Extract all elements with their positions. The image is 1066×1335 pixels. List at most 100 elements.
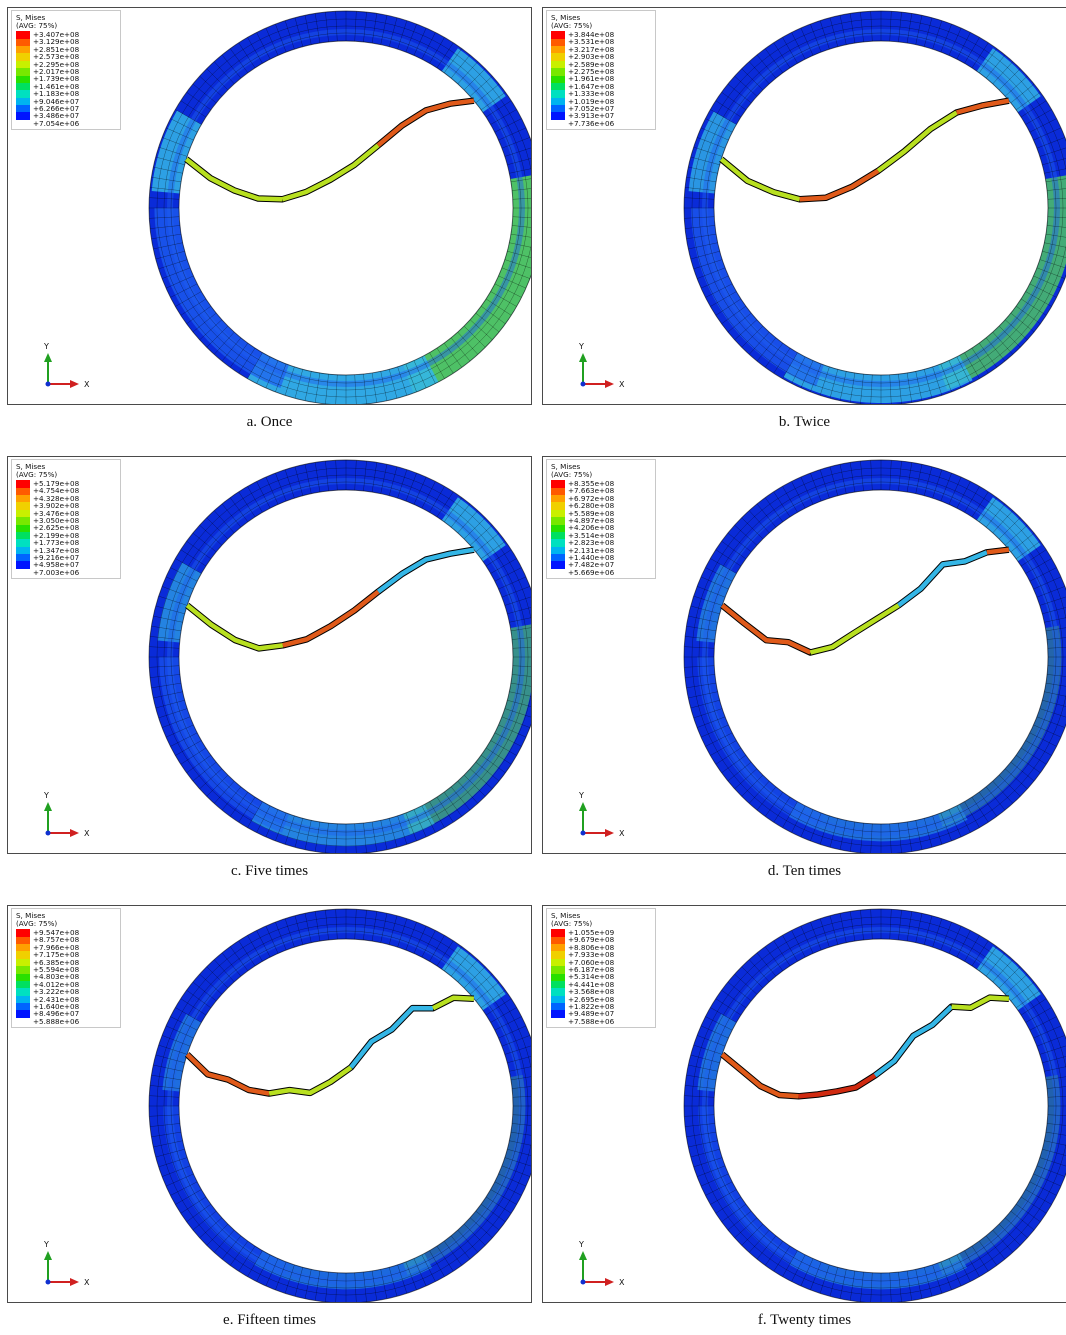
legend-value: +6.972e+08 (568, 493, 615, 503)
origin-dot (580, 830, 586, 836)
legend-row: +7.175e+08 (16, 951, 120, 959)
crack-lining-segment (184, 157, 283, 202)
legend-row: +8.355e+08 (551, 480, 655, 488)
legend-value: +7.736e+06 (568, 118, 615, 128)
legend-row: +7.966e+08 (16, 942, 120, 952)
legend-value: +7.966e+08 (33, 942, 80, 952)
legend-value: +4.958e+07 (33, 560, 80, 570)
crack-lining-segment (431, 995, 474, 1011)
legend-row: +7.482e+07 (551, 561, 655, 569)
mesh-ring (705, 481, 1057, 833)
legend-row: +1.773e+08 (16, 539, 120, 547)
legend-swatch (16, 68, 30, 76)
crack-lining-outline (185, 546, 475, 652)
axis-triad: YX (578, 1240, 625, 1287)
legend-swatch (16, 105, 30, 113)
legend-value: +2.295e+08 (33, 59, 80, 69)
crack-lining-outline (184, 97, 475, 203)
legend-value: +8.757e+08 (33, 935, 80, 945)
legend-value: +2.823e+08 (568, 538, 615, 548)
legend-row: +5.589e+08 (551, 510, 655, 518)
stress-band (697, 657, 824, 830)
legend-row: +1.739e+08 (16, 75, 120, 83)
legend-title: S, Mises (551, 911, 581, 920)
legend-swatch (16, 539, 30, 547)
stress-band (151, 110, 202, 194)
legend-subtitle: (AVG: 75%) (16, 20, 58, 30)
legend-swatch (551, 502, 565, 510)
x-axis-label: X (84, 380, 90, 389)
stress-band (159, 657, 289, 833)
legend-value: +1.440e+08 (568, 553, 615, 562)
legend-swatch (551, 38, 565, 46)
legend-row: +2.695e+08 (551, 995, 655, 1004)
legend-value: +8.496e+07 (33, 1009, 80, 1019)
legend-title: S, Mises (551, 462, 581, 471)
legend-swatch (551, 572, 565, 574)
mesh-ring (156, 18, 531, 398)
legend-value: +4.803e+08 (33, 972, 80, 982)
mesh-ring (156, 916, 531, 1296)
legend-row: +8.806e+08 (551, 942, 655, 952)
mesh-ring (178, 938, 514, 1274)
x-axis-label: X (84, 829, 90, 838)
legend-row: +3.568e+08 (551, 988, 655, 996)
mesh-ring (691, 916, 1066, 1296)
legend-value: +2.625e+08 (33, 523, 80, 533)
crack-lining-segment (986, 547, 1010, 555)
crack-lining-outline (719, 97, 1010, 203)
x-axis-label: X (619, 380, 625, 389)
legend-value: +9.679e+08 (568, 935, 615, 945)
legend-swatch (16, 45, 30, 54)
legend-row: +1.055e+09 (551, 929, 655, 937)
contour-plot-panel: S, Mises (AVG: 75%) +3.407e+08 +3.129e+08 +2… (7, 7, 532, 405)
legend-swatch (16, 951, 30, 959)
stress-band (938, 1074, 1061, 1275)
legend-value: +3.050e+08 (33, 516, 80, 526)
y-axis-label: Y (578, 791, 584, 800)
legend-value: +8.806e+08 (568, 942, 615, 952)
mesh-ring (178, 489, 514, 825)
mesh-ring (683, 908, 1066, 1302)
legend-value: +5.314e+08 (568, 972, 615, 982)
legend-row: +3.217e+08 (551, 46, 655, 54)
crack-lining-segment (185, 1052, 270, 1096)
legend-swatch (551, 966, 565, 974)
crack-lining-segment (282, 589, 380, 648)
legend-row: +1.640e+08 (16, 1003, 120, 1011)
legend-swatch (551, 494, 565, 503)
legend-row: +1.440e+08 (551, 553, 655, 562)
legend-swatch (16, 517, 30, 525)
legend-row: +2.903e+08 (551, 53, 655, 61)
legend-row: +6.280e+08 (551, 502, 655, 510)
stress-band (163, 1106, 289, 1278)
crack-lining-segment (720, 1052, 799, 1099)
legend-swatch (16, 980, 30, 989)
legend-swatch (551, 980, 565, 989)
mesh-ring (691, 467, 1066, 847)
legend-row: +3.902e+08 (16, 502, 120, 510)
legend-swatch (551, 929, 565, 937)
legend-row: +1.333e+08 (551, 90, 655, 98)
legend-swatch (551, 31, 565, 39)
origin-dot (580, 1279, 586, 1285)
x-axis-arrowhead (70, 380, 79, 388)
mesh-ring (705, 930, 1057, 1282)
legend-swatch (16, 554, 30, 562)
stress-band (157, 562, 202, 643)
legend-row: +1.647e+08 (551, 83, 655, 91)
mesh-ring (683, 459, 1066, 853)
legend-swatch (551, 480, 565, 488)
legend-row: +1.183e+08 (16, 90, 120, 98)
legend-row: +2.625e+08 (16, 523, 120, 533)
legend-row: +4.897e+08 (551, 517, 655, 525)
legend-swatch (16, 966, 30, 974)
legend-row: +3.514e+08 (551, 532, 655, 540)
contour-plot-panel: S, Mises (AVG: 75%) +1.055e+09 +9.679e+08 +8… (542, 905, 1066, 1303)
legend-row: +2.431e+08 (16, 996, 120, 1004)
legend-swatch (551, 539, 565, 547)
legend-row: +6.187e+08 (551, 966, 655, 974)
mesh-ring (698, 474, 1064, 840)
legend-swatch (551, 995, 565, 1004)
legend-swatch (551, 90, 565, 98)
